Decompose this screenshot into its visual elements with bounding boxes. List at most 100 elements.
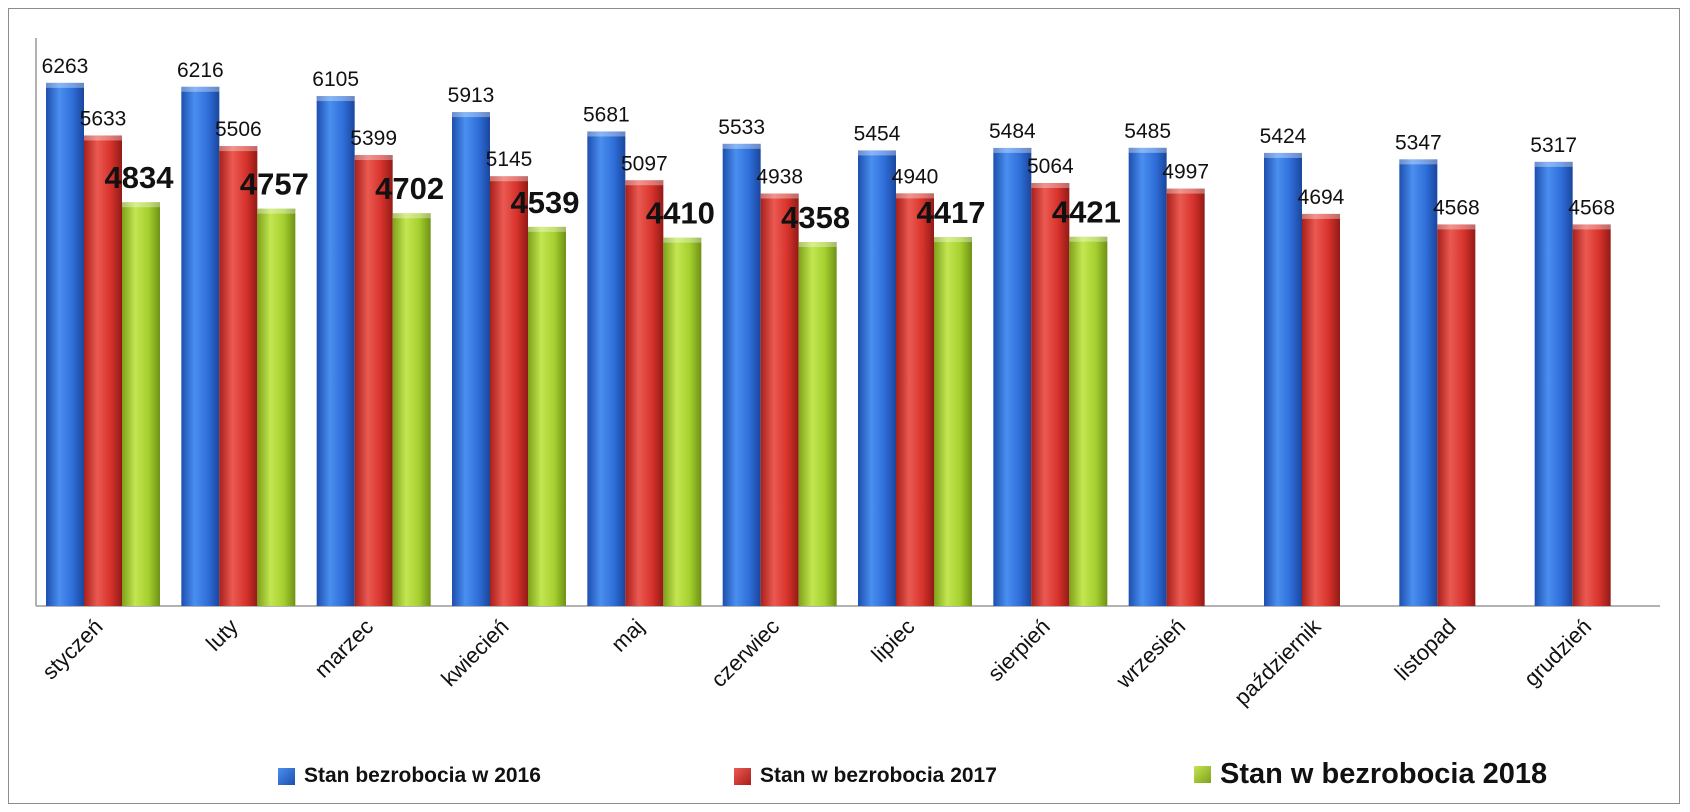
bar-2017-5: [760, 193, 799, 606]
bar-2016-1: [181, 86, 220, 606]
bar-top-highlight: [354, 155, 393, 161]
data-label-2018-6: 4417: [917, 195, 986, 230]
category-label-6: lipiec: [866, 614, 919, 667]
bar-top-highlight: [452, 112, 490, 118]
legend-item-2016: Stan bezrobocia w 2016: [278, 764, 541, 788]
legend-label-2016: Stan bezrobocia w 2016: [304, 764, 541, 787]
bar-2017-2: [354, 155, 393, 606]
data-label-2017-11: 4568: [1568, 196, 1615, 219]
bar-top-highlight: [392, 213, 431, 219]
bar-2016-5: [722, 143, 761, 606]
bar-top-highlight: [896, 193, 934, 199]
bar-top-highlight: [181, 86, 220, 92]
legend-swatch-2016: [278, 767, 295, 785]
data-label-2018-5: 4358: [781, 200, 850, 235]
bar-top-highlight: [84, 135, 122, 141]
bar-2017-8: [1166, 188, 1205, 607]
data-label-2017-4: 5097: [621, 152, 668, 175]
bar-2016-6: [858, 150, 896, 606]
category-label-9: październik: [1229, 613, 1326, 710]
bar-top-highlight: [587, 131, 626, 137]
bar-top-highlight: [1031, 183, 1070, 189]
data-label-2016-7: 5484: [989, 120, 1036, 143]
category-label-2: marzec: [310, 614, 379, 683]
bar-top-highlight: [46, 82, 84, 88]
bar-2017-10: [1437, 224, 1476, 606]
bar-top-highlight: [663, 237, 702, 243]
legend-item-2018: Stan w bezrobocia 2018: [1194, 758, 1547, 791]
bar-top-highlight: [858, 150, 896, 156]
bar-top-highlight: [316, 96, 355, 102]
category-label-10: listopad: [1390, 614, 1461, 685]
data-label-2017-6: 4940: [892, 165, 939, 188]
data-label-2018-7: 4421: [1052, 195, 1121, 230]
bar-top-highlight: [257, 208, 296, 214]
bar-2017-7: [1031, 183, 1070, 606]
bar-2017-0: [84, 135, 122, 606]
bar-2017-9: [1302, 213, 1340, 606]
data-label-2016-8: 5485: [1124, 120, 1171, 143]
legend-label-2017: Stan w bezrobocia 2017: [760, 764, 997, 787]
bar-top-highlight: [1572, 224, 1611, 230]
category-label-5: czerwiec: [706, 614, 784, 692]
bar-top-highlight: [490, 176, 528, 182]
bar-top-highlight: [760, 193, 799, 199]
bar-2016-4: [587, 131, 626, 606]
bar-2017-3: [490, 176, 528, 606]
category-label-0: styczeń: [37, 614, 107, 684]
bar-top-highlight: [993, 147, 1032, 153]
data-label-2018-2: 4702: [375, 171, 444, 206]
bar-top-highlight: [528, 226, 566, 232]
data-label-2016-9: 5424: [1260, 125, 1307, 148]
legend: Stan bezrobocia w 2016 Stan w bezrobocia…: [0, 754, 1690, 798]
bar-2016-10: [1399, 159, 1438, 607]
data-label-2016-2: 6105: [312, 68, 359, 91]
bar-top-highlight: [1437, 224, 1476, 230]
data-label-2018-1: 4757: [240, 167, 309, 202]
bar-2018-6: [934, 237, 972, 606]
bar-2018-3: [528, 226, 566, 607]
data-label-2016-10: 5347: [1395, 131, 1442, 154]
data-label-2017-8: 4997: [1162, 161, 1209, 184]
bar-2017-11: [1572, 224, 1611, 606]
data-label-2016-3: 5913: [448, 84, 495, 107]
bar-2018-4: [663, 237, 702, 606]
bar-2016-3: [452, 112, 490, 607]
bar-2016-7: [993, 147, 1032, 606]
legend-label-2018: Stan w bezrobocia 2018: [1220, 758, 1548, 790]
data-label-2016-6: 5454: [854, 122, 901, 145]
bar-2017-6: [896, 193, 934, 607]
data-label-2017-7: 5064: [1027, 155, 1074, 178]
category-label-7: sierpień: [983, 614, 1055, 686]
data-label-2018-3: 4539: [511, 185, 580, 220]
data-label-2017-0: 5633: [80, 107, 127, 130]
data-label-2016-5: 5533: [718, 116, 765, 139]
category-label-1: luty: [201, 614, 243, 656]
legend-swatch-2017: [734, 767, 751, 785]
bar-top-highlight: [1264, 152, 1302, 158]
category-label-8: wrzesień: [1110, 614, 1190, 694]
legend-item-2017: Stan w bezrobocia 2017: [734, 764, 997, 788]
category-label-4: maj: [606, 614, 649, 657]
legend-swatch-2018: [1194, 766, 1211, 783]
category-label-3: kwiecień: [436, 614, 513, 691]
bar-top-highlight: [722, 143, 761, 149]
bar-2017-1: [219, 146, 258, 607]
bar-top-highlight: [1399, 159, 1438, 165]
category-label-11: grudzień: [1519, 614, 1596, 691]
bar-2016-0: [46, 82, 84, 607]
bar-2016-11: [1534, 161, 1573, 606]
data-label-2016-4: 5681: [583, 103, 630, 126]
data-label-2018-0: 4834: [105, 160, 175, 195]
data-label-2018-4: 4410: [646, 196, 715, 231]
bar-2018-7: [1069, 236, 1108, 606]
bar-2017-4: [625, 180, 664, 606]
bar-top-highlight: [1166, 188, 1205, 194]
data-label-2017-10: 4568: [1433, 196, 1480, 219]
bar-top-highlight: [798, 241, 837, 247]
bar-top-highlight: [122, 202, 160, 208]
data-label-2016-0: 6263: [42, 55, 89, 78]
data-label-2017-1: 5506: [215, 118, 262, 141]
data-label-2017-9: 4694: [1298, 186, 1345, 209]
